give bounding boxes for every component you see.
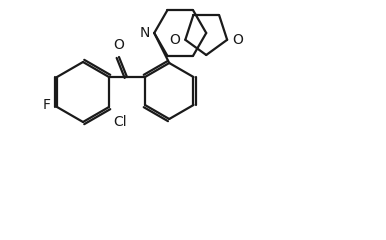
Text: O: O <box>113 38 124 52</box>
Text: Cl: Cl <box>113 115 127 129</box>
Text: O: O <box>232 33 243 47</box>
Text: O: O <box>169 33 180 47</box>
Text: F: F <box>43 98 51 112</box>
Text: N: N <box>140 26 150 40</box>
